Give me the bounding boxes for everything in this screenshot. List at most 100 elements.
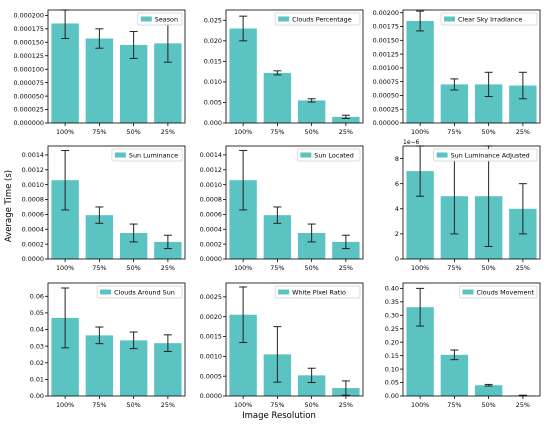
y-tick-label: 0.0005 <box>200 372 222 380</box>
axes-frame <box>225 9 364 124</box>
legend-box <box>274 285 361 299</box>
x-tick-label: 25% <box>161 128 175 136</box>
axes-frame <box>225 282 364 397</box>
axes-frame <box>402 9 541 124</box>
y-tick-label: 0.00 <box>30 392 44 400</box>
error-bar <box>307 98 316 103</box>
legend-swatch <box>278 16 290 22</box>
bar <box>474 385 503 396</box>
y-tick-label: 2 <box>395 230 399 238</box>
y-tick-label: 0.0002 <box>22 240 44 248</box>
bar <box>154 241 182 259</box>
y-tick-label: 8 <box>395 155 399 163</box>
y-tick-label: 0.0010 <box>200 181 222 189</box>
y-tick-label: 0.20 <box>385 338 399 346</box>
error-bar <box>95 326 104 345</box>
legend-label: Clear Sky Irradiance <box>458 16 522 24</box>
legend-label: White Pixel Ratio <box>292 289 346 297</box>
x-tick-label: 50% <box>482 401 496 409</box>
y-tick-label: 0.00125 <box>373 50 399 58</box>
subplot: 0.0000 0.0002 0.0004 0.0006 0.0008 0.0010 0.00… <box>200 145 364 272</box>
error-bar <box>341 380 350 396</box>
x-tick-label: 75% <box>270 401 284 409</box>
error-bar <box>129 331 138 350</box>
x-tick-label: 100% <box>56 264 74 272</box>
legend-label: Clouds Around Sun <box>114 289 175 297</box>
y-tick-label: 0.020 <box>204 37 222 45</box>
y-tick-label: 0.0004 <box>200 225 222 233</box>
y-tick-label: 0.00075 <box>373 78 399 86</box>
legend-swatch <box>300 152 312 158</box>
y-tick-label: 0.0006 <box>22 211 44 219</box>
x-tick-label: 50% <box>127 401 141 409</box>
y-tick-label: 0.0014 <box>200 151 222 159</box>
legend: Sun Located <box>296 148 361 162</box>
y-tick-label: 0.000175 <box>14 25 45 33</box>
axes-frame <box>47 9 186 124</box>
x-tick-label: 100% <box>234 401 252 409</box>
error-bar <box>416 287 425 327</box>
x-tick-label: 50% <box>482 128 496 136</box>
error-bar <box>450 349 459 361</box>
bar <box>440 84 469 123</box>
error-bar <box>341 234 350 250</box>
legend-box <box>433 148 538 162</box>
y-tick-label: 0.00150 <box>373 37 399 45</box>
x-tick-label: 75% <box>447 264 461 272</box>
legend-swatch <box>100 289 112 295</box>
legend: Clouds Movement <box>459 285 538 299</box>
error-bar <box>307 367 316 384</box>
legend-box <box>111 148 183 162</box>
y-tick-label: 0.000125 <box>14 52 45 60</box>
legend: Season <box>137 12 183 26</box>
axes-frame <box>225 145 364 260</box>
y-tick-label: 0.00175 <box>373 23 399 31</box>
subplot: 0.0000 0.0002 0.0004 0.0006 0.0008 0.0010 0.00… <box>22 145 186 272</box>
y-tick-label: 0.000075 <box>14 79 45 87</box>
y-tick-label: 0.0000 <box>200 255 222 263</box>
legend-label: Sun Located <box>314 152 353 160</box>
bar <box>85 335 114 396</box>
error-bar <box>163 334 172 352</box>
bar <box>263 72 292 123</box>
bar <box>406 21 434 123</box>
y-tick-label: 0.005 <box>204 99 222 107</box>
y-tick-label: 0.00050 <box>373 92 399 100</box>
y-tick-label: 0.015 <box>204 58 222 66</box>
x-tick-label: 25% <box>516 128 530 136</box>
error-bar <box>61 149 70 211</box>
error-bar <box>129 31 138 59</box>
y-tick-label: 0.03 <box>30 342 44 350</box>
subplot: 0 2 4 6 8 100% 75% 50% 25% 1e−6 Sun Luminance Adju… <box>395 139 541 272</box>
y-tick-label: 0.0006 <box>200 211 222 219</box>
error-bar <box>484 383 493 387</box>
x-tick-label: 25% <box>339 128 353 136</box>
y-tick-label: 0.40 <box>385 285 399 293</box>
y-axis-label: Average Time (s) <box>4 170 14 242</box>
legend: Clouds Around Sun <box>96 285 183 299</box>
subplot: 0.00 0.05 0.10 0.15 0.20 0.25 0.30 0.35 0.40 100%… <box>385 282 541 409</box>
axes-frame <box>402 145 541 260</box>
x-tick-label: 100% <box>234 128 252 136</box>
y-tick-label: 0.0004 <box>22 225 44 233</box>
error-bar <box>95 206 104 224</box>
bar <box>51 23 79 124</box>
x-tick-label: 100% <box>56 401 74 409</box>
subplot: 0.00 0.01 0.02 0.03 0.04 0.05 0.06 100% 75% 50% 25… <box>30 282 186 409</box>
y-tick-label: 0.0012 <box>200 166 222 174</box>
error-bar <box>273 326 282 383</box>
legend-swatch <box>444 16 455 22</box>
y-tick-label: 0.00100 <box>373 64 399 72</box>
error-bar <box>484 71 493 98</box>
x-tick-label: 25% <box>516 401 530 409</box>
legend-box <box>137 12 183 26</box>
y-tick-label: 0.000025 <box>14 106 45 114</box>
y-tick-label: 0.02 <box>30 359 44 367</box>
error-bar <box>61 287 70 349</box>
legend-swatch <box>114 152 126 158</box>
x-tick-label: 100% <box>411 128 429 136</box>
axes-frame <box>47 282 186 397</box>
legend-box <box>459 285 538 299</box>
